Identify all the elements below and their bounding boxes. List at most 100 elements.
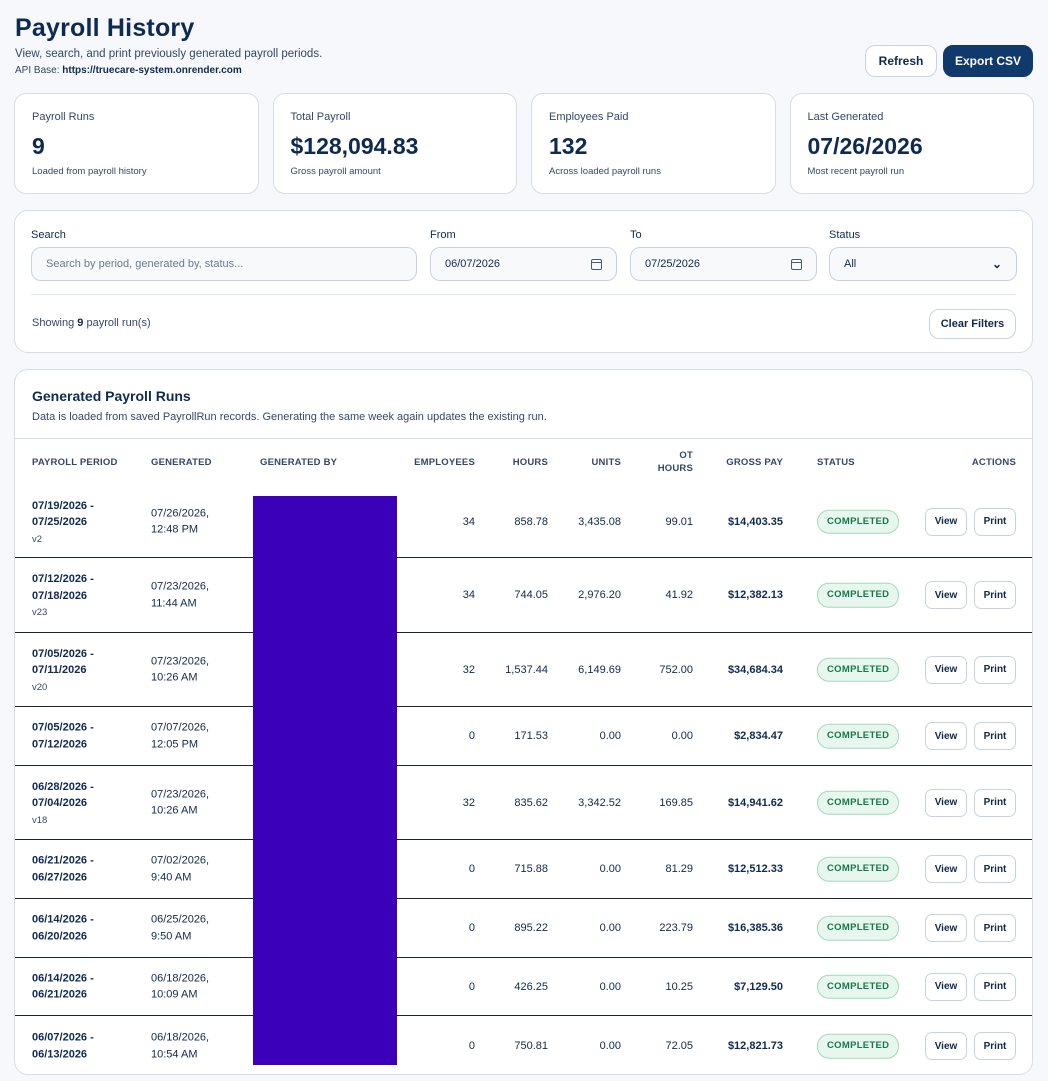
cell-gross-pay: $16,385.36: [727, 921, 783, 934]
cell-employees: 0: [468, 862, 475, 875]
generated-date: 07/23/2026,: [151, 580, 210, 593]
print-button[interactable]: Print: [974, 722, 1016, 750]
stat-label: Last Generated: [807, 111, 884, 123]
cell-gross-pay: $34,684.34: [727, 663, 783, 676]
cell-status: COMPLETED: [817, 856, 900, 882]
from-label: From: [430, 229, 456, 241]
period-end: 07/11/2026: [32, 664, 87, 676]
stat-card-payroll-runs: Payroll Runs 9 Loaded from payroll histo…: [14, 93, 259, 194]
header-actions: Refresh Export CSV: [865, 45, 1033, 77]
stat-card-employees-paid: Employees Paid 132 Across loaded payroll…: [531, 93, 776, 194]
cell-hours: 895.22: [514, 921, 548, 934]
refresh-button[interactable]: Refresh: [865, 45, 937, 77]
table-row: 06/21/2026 - 06/27/2026 07/02/2026, 9:40 AM…: [15, 840, 1032, 899]
col-header-employees: EMPLOYEES: [414, 457, 475, 468]
period-start: 06/28/2026 -: [32, 780, 94, 793]
cell-ot-hours: 752.00: [659, 663, 693, 676]
col-header-period: PAYROLL PERIOD: [32, 457, 118, 468]
period-start: 06/14/2026 -: [32, 913, 94, 926]
cell-ot-hours: 41.92: [665, 588, 693, 601]
row-actions: View Print: [925, 655, 1016, 684]
print-button[interactable]: Print: [974, 581, 1016, 609]
table-row: 07/05/2026 - 07/12/2026 07/07/2026, 12:05 P…: [15, 707, 1032, 766]
clear-filters-button[interactable]: Clear Filters: [929, 309, 1016, 339]
search-input[interactable]: Search by period, generated by, status..…: [31, 247, 417, 281]
stat-sub: Across loaded payroll runs: [549, 166, 661, 177]
print-button[interactable]: Print: [974, 507, 1016, 536]
view-button[interactable]: View: [925, 722, 967, 750]
cell-employees: 34: [462, 588, 475, 601]
table-row: 07/19/2026 - 07/25/2026 v2 07/26/2026, 12:48…: [15, 486, 1032, 558]
col-header-gross-pay: GROSS PAY: [726, 457, 783, 468]
cell-generated: 07/23/2026, 10:26 AM: [151, 786, 209, 819]
cell-period: 07/05/2026 - 07/11/2026 v20: [32, 646, 94, 694]
status-badge: COMPLETED: [817, 974, 900, 999]
version-tag: v18: [32, 814, 48, 826]
row-actions: View Print: [925, 788, 1016, 817]
print-button[interactable]: Print: [974, 914, 1016, 942]
print-button[interactable]: Print: [974, 788, 1016, 817]
page-title: Payroll History: [15, 14, 195, 42]
status-badge: COMPLETED: [817, 582, 900, 608]
from-date-input[interactable]: 06/07/2026: [430, 247, 617, 281]
status-badge: COMPLETED: [817, 856, 900, 882]
stat-value: 07/26/2026: [807, 133, 923, 159]
cell-employees: 0: [468, 980, 475, 993]
cell-ot-hours: 81.29: [665, 862, 693, 875]
row-actions: View Print: [925, 1032, 1016, 1060]
api-base: API Base: https://truecare-system.onrend…: [15, 65, 1035, 76]
cell-hours: 426.25: [514, 980, 548, 993]
print-button[interactable]: Print: [974, 1032, 1016, 1060]
generated-time: 9:40 AM: [151, 871, 192, 883]
to-date-input[interactable]: 07/25/2026: [630, 247, 817, 281]
view-button[interactable]: View: [925, 581, 967, 609]
cell-ot-hours: 72.05: [665, 1039, 693, 1052]
cell-employees: 32: [462, 796, 475, 809]
view-button[interactable]: View: [925, 655, 967, 684]
status-badge: COMPLETED: [817, 723, 900, 749]
generated-time: 12:48 PM: [151, 523, 199, 536]
view-button[interactable]: View: [925, 855, 967, 883]
showing-suffix: payroll run(s): [86, 317, 151, 329]
print-button[interactable]: Print: [974, 655, 1016, 684]
status-select[interactable]: All ⌄: [829, 247, 1017, 281]
print-button[interactable]: Print: [974, 855, 1016, 883]
calendar-icon[interactable]: [791, 258, 802, 270]
cell-generated: 07/26/2026, 12:48 PM: [151, 505, 209, 538]
view-button[interactable]: View: [925, 507, 967, 536]
cell-generated: 06/18/2026, 10:54 AM: [151, 1030, 209, 1063]
stat-sub: Gross payroll amount: [290, 166, 381, 177]
cell-employees: 0: [468, 1039, 475, 1052]
calendar-icon[interactable]: [591, 258, 602, 270]
cell-status: COMPLETED: [817, 723, 900, 749]
view-button[interactable]: View: [925, 1032, 967, 1060]
status-badge: COMPLETED: [817, 1033, 900, 1059]
view-button[interactable]: View: [925, 914, 967, 942]
view-button[interactable]: View: [925, 788, 967, 817]
cell-hours: 171.53: [514, 729, 548, 742]
period-end: 07/25/2026: [32, 516, 88, 528]
cell-ot-hours: 0.00: [671, 729, 693, 742]
cell-hours: 1,537.44: [505, 663, 548, 676]
print-button[interactable]: Print: [974, 972, 1016, 1001]
cell-employees: 0: [468, 921, 475, 934]
to-date-value: 07/25/2026: [645, 258, 701, 270]
stats-row: Payroll Runs 9 Loaded from payroll histo…: [14, 93, 1034, 194]
export-csv-button[interactable]: Export CSV: [943, 45, 1033, 77]
status-group: Status All ⌄: [829, 229, 1017, 281]
payroll-runs-table: Generated Payroll Runs Data is loaded fr…: [14, 369, 1033, 1075]
cell-period: 06/14/2026 - 06/20/2026: [32, 912, 94, 945]
period-start: 07/05/2026 -: [32, 721, 94, 734]
cell-gross-pay: $2,834.47: [734, 729, 783, 742]
status-badge: COMPLETED: [817, 790, 900, 815]
generated-time: 10:26 AM: [151, 671, 198, 684]
generated-date: 07/26/2026,: [151, 507, 210, 519]
row-actions: View Print: [925, 855, 1016, 883]
search-placeholder: Search by period, generated by, status..…: [46, 258, 244, 270]
status-label: Status: [829, 229, 861, 241]
cell-hours: 744.05: [514, 588, 548, 601]
cell-gross-pay: $7,129.50: [734, 980, 783, 993]
cell-period: 06/14/2026 - 06/21/2026: [32, 970, 94, 1003]
view-button[interactable]: View: [925, 972, 967, 1001]
table-row: 06/07/2026 - 06/13/2026 06/18/2026, 10:54 A…: [15, 1016, 1032, 1074]
